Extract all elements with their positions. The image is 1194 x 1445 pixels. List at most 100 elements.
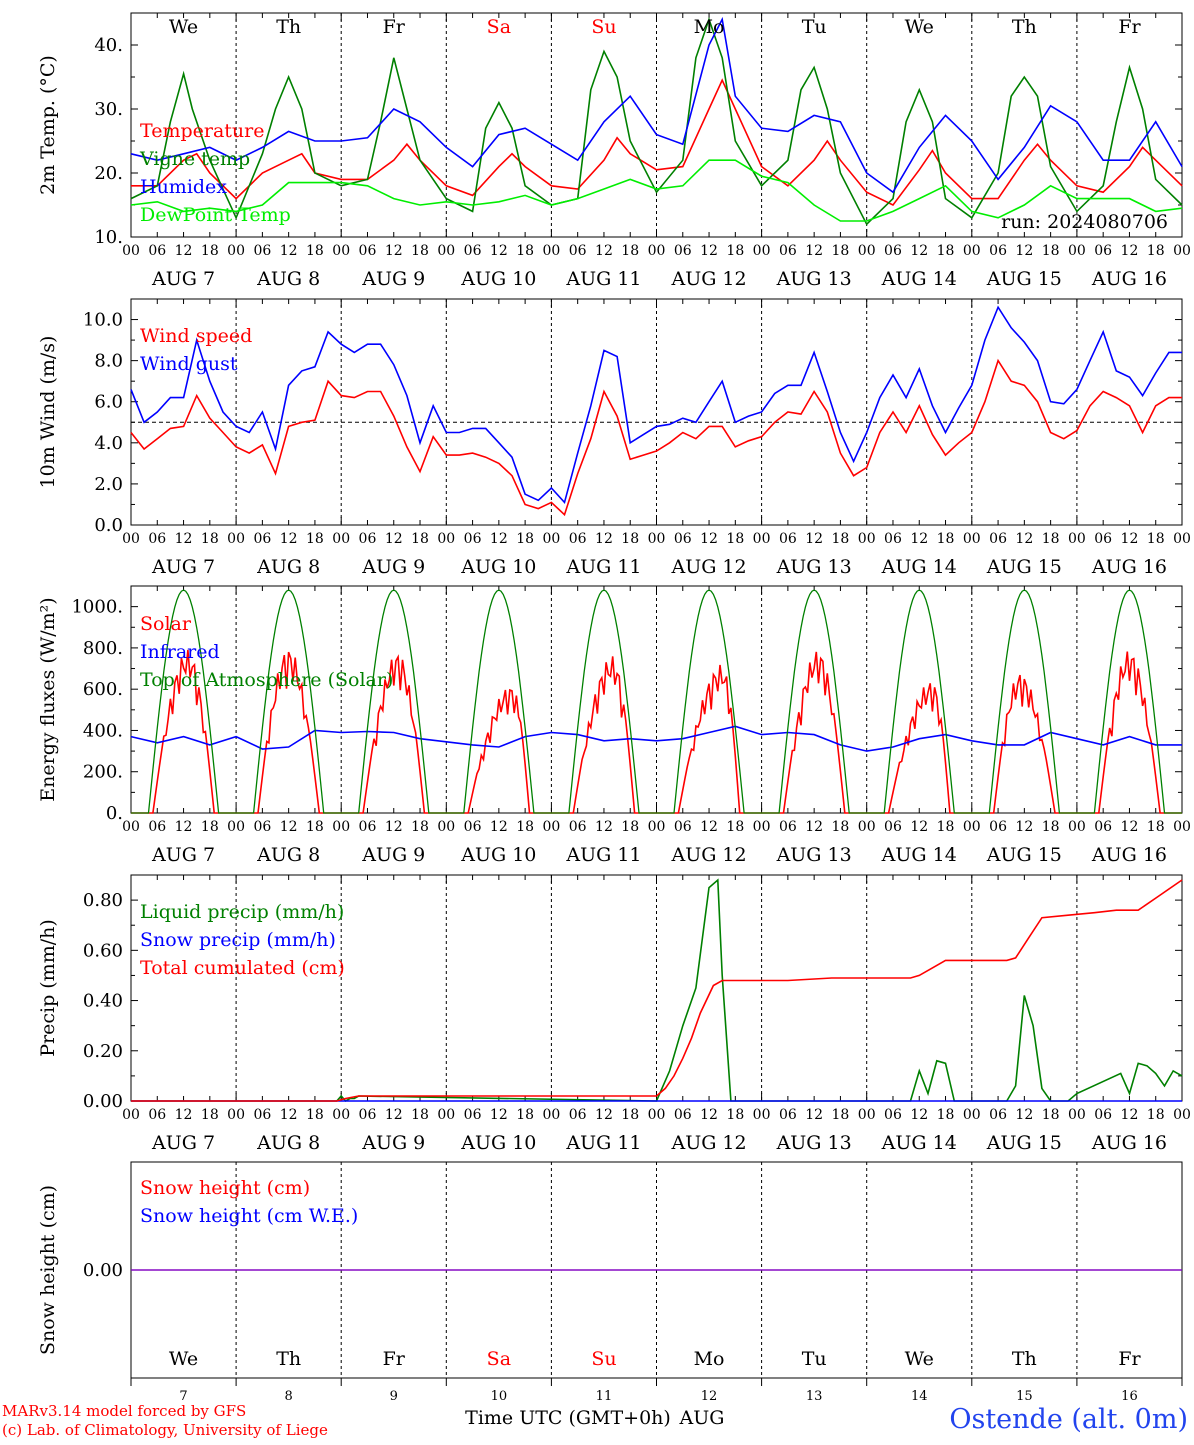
y-tick-label: 0.60 bbox=[83, 940, 123, 961]
y-axis-title: Precip (mm/h) bbox=[37, 919, 59, 1057]
hour-tick-label: 18 bbox=[1147, 531, 1165, 547]
run-label: run: 2024080706 bbox=[1001, 211, 1168, 233]
hour-tick-label: 12 bbox=[910, 1107, 928, 1123]
day-name-label: We bbox=[169, 16, 198, 38]
hour-tick-label: 12 bbox=[595, 531, 613, 547]
hour-tick-label: 18 bbox=[411, 1107, 429, 1123]
hour-tick-label: 18 bbox=[1042, 819, 1060, 835]
text-layer: 00 06 12 18 00 06 12 18 00 06 12 18 00 06 12 18 00 06 12 18… bbox=[37, 16, 1191, 1404]
hour-tick-label: 06 bbox=[359, 531, 377, 547]
y-tick-label: 10. bbox=[94, 227, 123, 248]
hour-tick-label: 06 bbox=[674, 531, 692, 547]
day-name-label: Th bbox=[276, 16, 301, 38]
legend-entry: Snow precip (mm/h) bbox=[140, 929, 336, 951]
hour-tick-label: 12 bbox=[385, 819, 403, 835]
legend-entry: Humidex bbox=[140, 176, 227, 198]
hour-tick-label: 06 bbox=[989, 819, 1007, 835]
hour-tick-label: 18 bbox=[621, 819, 639, 835]
hour-tick-label: 06 bbox=[569, 243, 587, 259]
hour-tick-label: 00 bbox=[1068, 531, 1086, 547]
hour-tick-label: 00 bbox=[858, 531, 876, 547]
date-label: AUG 14 bbox=[881, 844, 957, 866]
y-tick-label: 0.0 bbox=[94, 515, 123, 536]
y-axis-title: Energy fluxes (W/m²) bbox=[37, 597, 59, 801]
hour-tick-label: 12 bbox=[700, 243, 718, 259]
legend-entry: Solar bbox=[140, 613, 192, 635]
hour-tick-label: 18 bbox=[832, 531, 850, 547]
day-number-label: 9 bbox=[390, 1389, 398, 1404]
hour-tick-label: 06 bbox=[1094, 819, 1112, 835]
hour-tick-label: 12 bbox=[805, 531, 823, 547]
day-number-label: 16 bbox=[1121, 1389, 1138, 1404]
legend-entry: Wind gust bbox=[140, 353, 238, 375]
hour-tick-label: 06 bbox=[884, 531, 902, 547]
hour-tick-label: 18 bbox=[306, 243, 324, 259]
hour-tick-label: 18 bbox=[937, 243, 955, 259]
y-tick-label: 400. bbox=[83, 720, 123, 741]
day-name-label: Th bbox=[1012, 16, 1037, 38]
hour-tick-label: 12 bbox=[280, 1107, 298, 1123]
hour-tick-label: 12 bbox=[175, 531, 193, 547]
hour-tick-label: 12 bbox=[1121, 531, 1139, 547]
hour-tick-label: 12 bbox=[280, 243, 298, 259]
y-tick-label: 0.00 bbox=[83, 1260, 123, 1281]
series-line-dewpoint-temp bbox=[130, 159, 1183, 222]
hour-tick-label: 06 bbox=[1094, 531, 1112, 547]
hour-tick-label: 12 bbox=[280, 531, 298, 547]
day-name-label: Sa bbox=[487, 1348, 511, 1370]
hour-tick-label: 12 bbox=[595, 819, 613, 835]
date-label: AUG 16 bbox=[1091, 556, 1167, 578]
hour-tick-label: 12 bbox=[805, 1107, 823, 1123]
hour-tick-label: 12 bbox=[1015, 1107, 1033, 1123]
hour-tick-label: 06 bbox=[253, 531, 271, 547]
hour-tick-label: 00 bbox=[542, 1107, 560, 1123]
hour-tick-label: 12 bbox=[385, 531, 403, 547]
series-lines bbox=[130, 16, 1183, 1271]
hour-tick-label: 06 bbox=[779, 243, 797, 259]
hour-tick-label: 18 bbox=[832, 243, 850, 259]
hour-tick-label: 18 bbox=[1147, 1107, 1165, 1123]
date-label: AUG 11 bbox=[565, 1132, 641, 1154]
hour-tick-label: 00 bbox=[648, 819, 666, 835]
hour-tick-label: 00 bbox=[332, 243, 350, 259]
date-label: AUG 7 bbox=[151, 268, 215, 290]
hour-tick-label: 18 bbox=[1042, 243, 1060, 259]
hour-tick-label: 06 bbox=[359, 819, 377, 835]
hour-tick-label: 06 bbox=[779, 1107, 797, 1123]
date-label: AUG 13 bbox=[776, 556, 852, 578]
x-axis-title: Time UTC (GMT+0h) bbox=[465, 1407, 671, 1429]
hour-tick-label: 12 bbox=[595, 243, 613, 259]
hour-tick-label: 12 bbox=[700, 531, 718, 547]
date-label: AUG 11 bbox=[565, 268, 641, 290]
hour-tick-label: 00 bbox=[648, 1107, 666, 1123]
hour-tick-label: 00 bbox=[858, 819, 876, 835]
hour-tick-label: 18 bbox=[306, 1107, 324, 1123]
hour-tick-label: 00 bbox=[1068, 819, 1086, 835]
hour-tick-label: 12 bbox=[385, 243, 403, 259]
hour-tick-label: 12 bbox=[595, 1107, 613, 1123]
hour-tick-label: 00 bbox=[1173, 1107, 1191, 1123]
hour-tick-label: 12 bbox=[175, 819, 193, 835]
day-name-label: Fr bbox=[1118, 1348, 1141, 1370]
hour-tick-label: 00 bbox=[1173, 531, 1191, 547]
hour-tick-label: 12 bbox=[1121, 1107, 1139, 1123]
date-label: AUG 12 bbox=[670, 556, 746, 578]
hour-tick-label: 00 bbox=[227, 243, 245, 259]
hour-tick-label: 00 bbox=[437, 531, 455, 547]
hour-tick-label: 06 bbox=[359, 1107, 377, 1123]
day-name-label: Mo bbox=[694, 1348, 725, 1370]
hour-tick-label: 18 bbox=[621, 1107, 639, 1123]
hour-tick-label: 18 bbox=[1042, 531, 1060, 547]
hour-tick-label: 06 bbox=[253, 819, 271, 835]
hour-tick-label: 18 bbox=[306, 531, 324, 547]
day-name-label: Th bbox=[1012, 1348, 1037, 1370]
y-tick-label: 2.0 bbox=[94, 474, 123, 495]
day-name-label: Sa bbox=[487, 16, 511, 38]
hour-tick-label: 06 bbox=[253, 1107, 271, 1123]
hour-tick-label: 06 bbox=[884, 243, 902, 259]
y-tick-label: 40. bbox=[94, 35, 123, 56]
hour-tick-label: 06 bbox=[779, 531, 797, 547]
hour-tick-label: 18 bbox=[832, 819, 850, 835]
hour-tick-label: 12 bbox=[490, 819, 508, 835]
